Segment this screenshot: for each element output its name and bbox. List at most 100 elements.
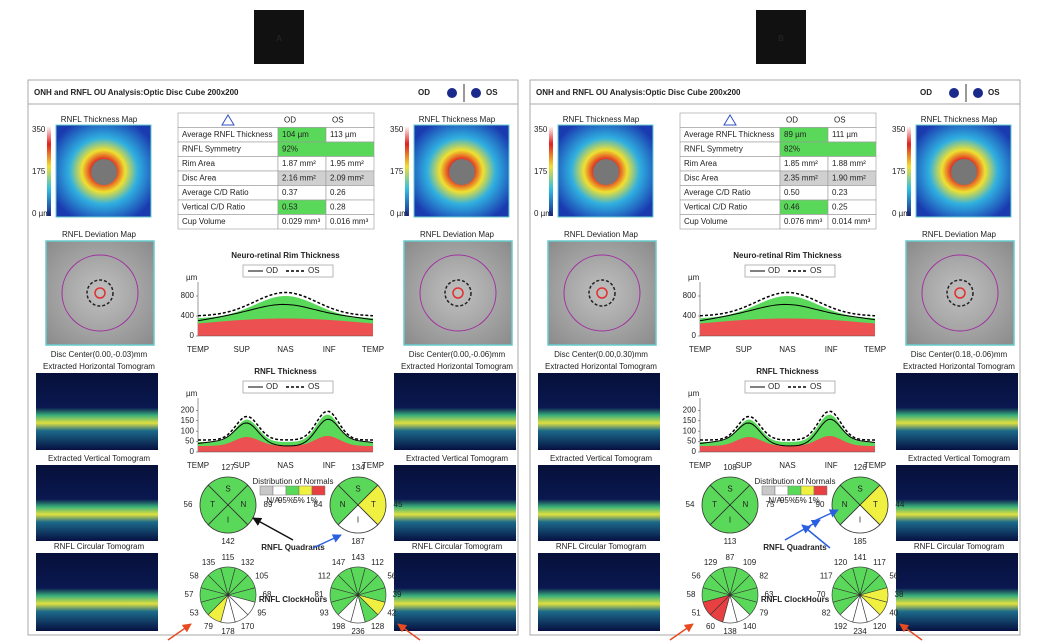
normals-swatch (774, 485, 789, 496)
clock-value: 138 (723, 627, 737, 636)
quadrant-sector (839, 504, 881, 534)
panel-label-box (254, 10, 304, 64)
clock-value: 129 (704, 558, 718, 567)
disc-outline (588, 279, 616, 307)
axis-unit: µm (688, 273, 700, 282)
deviation-map (547, 240, 657, 346)
x-tick-label: SUP (234, 345, 250, 354)
panel-label: A (276, 34, 282, 43)
quadrant-sector (831, 484, 861, 526)
x-tick-label: NAS (779, 461, 795, 470)
eye-label: OS (988, 88, 1000, 97)
table-text: Cup Volume (684, 217, 728, 226)
clock-value: 115 (222, 553, 235, 562)
table-text: Average C/D Ratio (684, 188, 751, 197)
map-title: RNFL Thickness Map (419, 115, 496, 124)
horizontal-tomogram (896, 373, 1018, 450)
clock-value: 192 (834, 622, 848, 631)
quadrant-letter: T (873, 500, 878, 509)
clock-value: 56 (387, 572, 396, 581)
od-curve (699, 418, 876, 447)
arrow (252, 517, 294, 541)
quadrant-letter: N (241, 500, 247, 509)
y-tick-label: 800 (683, 291, 697, 300)
quadrant-value: 44 (896, 500, 905, 509)
table-text: RNFL Symmetry (684, 144, 743, 153)
normals-label: 95% (780, 496, 796, 505)
table-text: 0.076 mm³ (784, 217, 823, 226)
os-curve (699, 291, 876, 317)
x-tick-label: NAS (277, 461, 293, 470)
table-text: RNFL Symmetry (182, 144, 241, 153)
quadrant-sector (859, 484, 889, 526)
vertical-tomogram (538, 465, 660, 541)
cup-outline (954, 287, 966, 299)
horizontal-tomogram (394, 373, 516, 450)
table-text: Disc Area (684, 173, 719, 182)
scale-label: 350 (32, 125, 46, 134)
measure-circle (61, 254, 139, 332)
table-text: 0.50 (784, 188, 800, 197)
y-tick-label: 0 (692, 331, 697, 340)
column-header: OD (284, 115, 296, 124)
normals-title: Distribution of Normals (755, 477, 836, 486)
vertical-tomogram (896, 465, 1018, 541)
vertical-tomogram (36, 465, 158, 541)
y-tick-label: 0 (190, 331, 195, 340)
column-header: OS (834, 115, 846, 124)
legend-label: OD (768, 266, 780, 275)
clock-value: 141 (853, 553, 867, 562)
clock-value: 198 (332, 622, 346, 631)
clock-value: 70 (817, 590, 826, 599)
normals-swatch (272, 485, 287, 496)
clock-value: 39 (393, 590, 402, 599)
y-tick-label: 0 (190, 447, 195, 456)
clock-value: 57 (185, 590, 194, 599)
warning-icon (221, 114, 235, 126)
os-curve (197, 410, 374, 441)
quadrant-letter: T (210, 500, 215, 509)
quadrant-value: 54 (686, 500, 695, 509)
clock-value: 109 (743, 558, 757, 567)
quadrant-letter: S (355, 485, 360, 494)
table-text: Cup Volume (182, 217, 226, 226)
clock-sector (859, 593, 881, 623)
normals-label: 95% (278, 496, 294, 505)
table-text: 1.88 mm² (832, 159, 866, 168)
tomogram-title: Extracted Horizontal Tomogram (401, 362, 513, 371)
table-text: 0.46 (784, 202, 800, 211)
quadrant-letter: S (225, 485, 230, 494)
report-title: ONH and RNFL OU Analysis:Optic Disc Cube… (34, 88, 239, 97)
clock-value: 128 (371, 622, 385, 631)
y-tick-label: 50 (687, 437, 696, 446)
tomogram-title: Extracted Vertical Tomogram (550, 454, 652, 463)
y-tick-label: 100 (181, 426, 195, 435)
disc-outline (86, 279, 114, 307)
quadrant-value: 127 (221, 463, 235, 472)
normals-label: 1% (808, 496, 820, 505)
clock-value: 81 (315, 590, 324, 599)
deviation-title: RNFL Deviation Map (62, 230, 137, 239)
circular-tomogram (538, 553, 660, 631)
low-band (700, 318, 875, 336)
x-tick-label: TEMP (689, 345, 711, 354)
tomogram-title: Extracted Horizontal Tomogram (43, 362, 155, 371)
deviation-map (403, 240, 513, 346)
legend-label: OS (810, 382, 822, 391)
table-text: 2.09 mm² (330, 173, 364, 182)
low-band (700, 436, 875, 452)
cup-outline (94, 287, 106, 299)
quadrant-sector (709, 504, 751, 534)
clock-value: 51 (692, 609, 701, 618)
table-text: 0.016 mm³ (330, 217, 369, 226)
clock-value: 95 (257, 609, 266, 618)
table-text: Rim Area (182, 159, 215, 168)
od-curve (197, 418, 374, 447)
clock-value: 105 (255, 572, 269, 581)
table-text: 82% (784, 144, 800, 153)
od-curve (699, 303, 876, 322)
eye-dot (973, 88, 983, 98)
legend-label: OS (308, 382, 320, 391)
quadrant-letter: S (727, 485, 732, 494)
table-text: 1.87 mm² (282, 159, 316, 168)
